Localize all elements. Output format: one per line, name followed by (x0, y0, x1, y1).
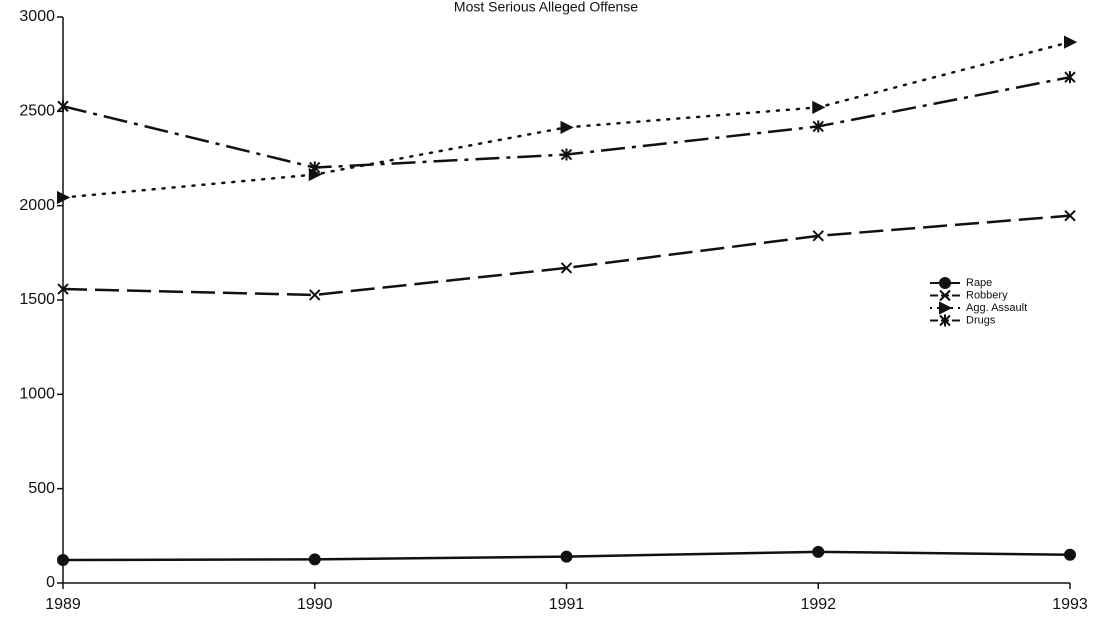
legend-marker (939, 277, 951, 289)
legend-label: Drugs (966, 314, 996, 326)
x-tick-label: 1990 (297, 596, 333, 613)
point (57, 553, 69, 566)
legend-label: Rape (966, 277, 992, 289)
chart-title: Most Serious Alleged Offense (454, 0, 638, 15)
y-tick-label: 500 (28, 480, 55, 497)
x-tick-label: 1989 (45, 596, 81, 613)
point (812, 120, 824, 133)
point (1064, 548, 1076, 561)
point (1064, 35, 1078, 49)
y-tick-label: 0 (46, 574, 55, 591)
point (1064, 209, 1076, 222)
point (57, 100, 69, 113)
series-line (62, 214, 1071, 297)
point (812, 230, 824, 242)
point (309, 161, 321, 174)
legend-marker (939, 301, 953, 315)
y-tick-label: 2500 (19, 103, 55, 120)
point (57, 283, 69, 295)
y-tick-label: 1500 (19, 291, 55, 308)
x-tick-label: 1993 (1052, 596, 1088, 613)
y-tick-label: 2000 (19, 197, 55, 214)
point (308, 553, 321, 566)
legend-marker (939, 289, 951, 302)
legend-label: Robbery (966, 289, 1008, 301)
x-tick-label: 1991 (549, 596, 585, 613)
point (560, 120, 574, 134)
legend-label: Agg. Assault (966, 302, 1027, 314)
y-tick-label: 1000 (19, 386, 55, 403)
point (560, 262, 573, 274)
x-tick-label: 1992 (800, 596, 836, 613)
legend-marker (939, 314, 951, 327)
point (812, 100, 826, 114)
point (560, 550, 573, 563)
point (57, 190, 71, 205)
point (560, 148, 573, 161)
point (1064, 71, 1076, 84)
series-line (61, 40, 1072, 199)
point (812, 545, 825, 558)
y-tick-label: 3000 (19, 8, 55, 25)
point (309, 289, 321, 301)
